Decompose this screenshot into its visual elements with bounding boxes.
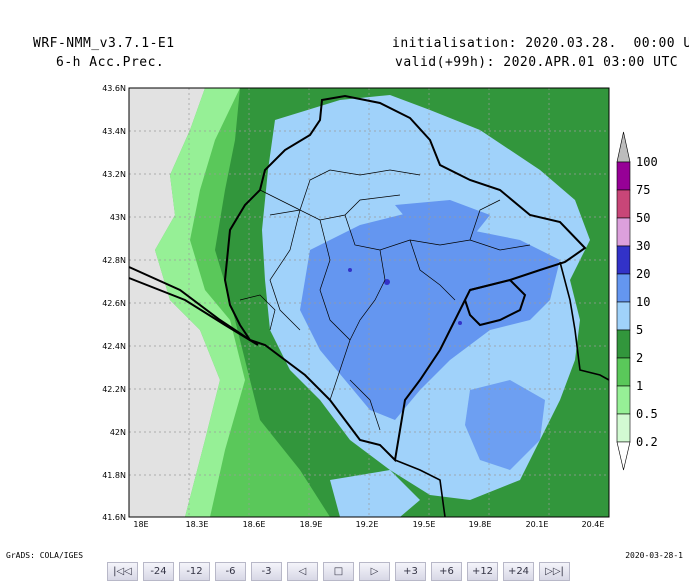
lon-label: 18.9E [300, 520, 323, 529]
nav-plus6-button[interactable]: +6 [431, 562, 462, 581]
nav-plus24-button[interactable]: +24 [503, 562, 534, 581]
lat-label: 41.8N [102, 471, 126, 480]
lat-label: 42.6N [102, 299, 126, 308]
colorbar-label: 1 [636, 379, 643, 393]
lon-labels: 18E 18.3E 18.6E 18.9E 19.2E 19.5E 19.8E … [133, 520, 604, 529]
nav-minus6-button[interactable]: -6 [215, 562, 246, 581]
colorbar-swatch [616, 245, 631, 275]
colorbar-swatch [616, 273, 631, 303]
colorbar-swatch [616, 357, 631, 387]
lat-label: 42.2N [102, 385, 126, 394]
time-navigation: |◁◁ -24 -12 -6 -3 ◁ □ ▷ +3 +6 +12 +24 ▷▷… [107, 562, 570, 581]
colorbar-swatch [616, 329, 631, 359]
lon-label: 20.4E [582, 520, 605, 529]
nav-minus12-button[interactable]: -12 [179, 562, 210, 581]
lon-label: 19.5E [413, 520, 436, 529]
colorbar-label: 0.2 [636, 435, 658, 449]
graticule [129, 88, 609, 517]
colorbar-label: 2 [636, 351, 643, 365]
lon-label: 18.6E [243, 520, 266, 529]
lat-label: 42.4N [102, 342, 126, 351]
footer-left: GrADS: COLA/IGES [6, 551, 84, 560]
colorbar: 100 75 50 30 20 10 5 2 1 0.5 0.2 [616, 131, 658, 471]
lat-label: 43.6N [102, 84, 126, 93]
colorbar-top-arrow [616, 131, 631, 163]
field-title: 6-h Acc.Prec. [56, 55, 165, 70]
colorbar-label: 10 [636, 295, 650, 309]
lat-label: 43.2N [102, 170, 126, 179]
colorbar-swatch [616, 385, 631, 415]
nav-back-button[interactable]: ◁ [287, 562, 318, 581]
footer-right: 2020-03-28-1 [625, 551, 683, 560]
lon-label: 18.3E [186, 520, 209, 529]
lat-label: 42.8N [102, 256, 126, 265]
borders [128, 94, 610, 518]
map-frame [128, 87, 610, 518]
lat-label: 41.6N [102, 513, 126, 522]
colorbar-label: 20 [636, 267, 650, 281]
colorbar-swatch [616, 413, 631, 443]
municipal-boundaries [239, 169, 531, 431]
lon-label: 19.8E [469, 520, 492, 529]
colorbar-swatch [616, 301, 631, 331]
nav-first-button[interactable]: |◁◁ [107, 562, 138, 581]
colorbar-label: 30 [636, 239, 650, 253]
nav-stop-button[interactable]: □ [323, 562, 354, 581]
lat-labels: 43.6N 43.4N 43.2N 43N 42.8N 42.6N 42.4N … [102, 84, 126, 522]
nav-play-button[interactable]: ▷ [359, 562, 390, 581]
colorbar-label: 75 [636, 183, 650, 197]
nav-last-button[interactable]: ▷▷| [539, 562, 570, 581]
precip-field [129, 88, 609, 517]
valid-time: valid(+99h): 2020.APR.01 03:00 UTC [395, 55, 679, 70]
colorbar-swatch [616, 217, 631, 247]
colorbar-label: 5 [636, 323, 643, 337]
lon-label: 20.1E [526, 520, 549, 529]
lat-label: 42N [110, 428, 126, 437]
colorbar-swatch [616, 189, 631, 219]
colorbar-label: 0.5 [636, 407, 658, 421]
nav-plus3-button[interactable]: +3 [395, 562, 426, 581]
colorbar-swatch [616, 161, 631, 191]
lon-label: 19.2E [356, 520, 379, 529]
nav-minus24-button[interactable]: -24 [143, 562, 174, 581]
model-title: WRF-NMM_v3.7.1-E1 [33, 36, 175, 51]
colorbar-label: 100 [636, 155, 658, 169]
colorbar-label: 50 [636, 211, 650, 225]
colorbar-bottom-arrow [616, 441, 631, 471]
init-time: initialisation: 2020.03.28. 00:00 UTC [392, 36, 689, 51]
nav-plus12-button[interactable]: +12 [467, 562, 498, 581]
lat-label: 43.4N [102, 127, 126, 136]
lon-label: 18E [133, 520, 148, 529]
lat-label: 43N [110, 213, 126, 222]
nav-minus3-button[interactable]: -3 [251, 562, 282, 581]
